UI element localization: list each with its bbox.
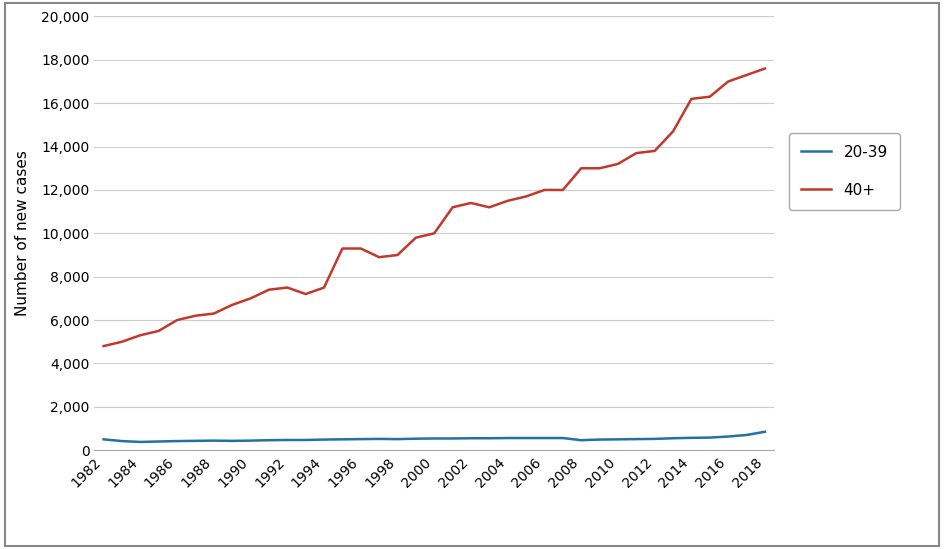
40+: [281, 284, 293, 291]
Line: 40+: 40+: [104, 69, 765, 346]
20-39: [281, 436, 293, 443]
40+: [116, 338, 127, 345]
40+: [374, 254, 385, 260]
40+: [300, 291, 312, 298]
40+: [244, 295, 256, 302]
20-39: [429, 435, 440, 442]
20-39: [98, 436, 110, 442]
20-39: [227, 438, 238, 444]
20-39: [520, 435, 531, 441]
20-39: [631, 436, 642, 442]
40+: [502, 198, 514, 204]
40+: [520, 193, 531, 200]
20-39: [576, 437, 587, 444]
40+: [685, 96, 697, 102]
40+: [613, 161, 624, 167]
40+: [153, 328, 164, 334]
20-39: [613, 436, 624, 442]
20-39: [355, 436, 366, 442]
Line: 20-39: 20-39: [104, 432, 765, 442]
20-39: [539, 435, 550, 441]
20-39: [135, 439, 146, 445]
20-39: [300, 436, 312, 443]
20-39: [244, 438, 256, 444]
20-39: [594, 436, 605, 443]
40+: [392, 251, 403, 258]
20-39: [722, 433, 733, 440]
20-39: [337, 436, 348, 442]
40+: [411, 234, 422, 241]
40+: [704, 93, 716, 100]
40+: [355, 245, 366, 252]
40+: [483, 204, 495, 211]
40+: [667, 128, 679, 135]
20-39: [741, 432, 752, 438]
40+: [447, 204, 458, 211]
20-39: [704, 434, 716, 441]
20-39: [190, 438, 201, 444]
40+: [649, 148, 661, 154]
40+: [631, 150, 642, 156]
20-39: [759, 428, 770, 435]
40+: [135, 332, 146, 339]
40+: [227, 301, 238, 308]
20-39: [667, 435, 679, 441]
20-39: [318, 436, 329, 443]
40+: [759, 65, 770, 72]
40+: [263, 287, 275, 293]
40+: [465, 200, 477, 206]
20-39: [685, 434, 697, 441]
40+: [172, 317, 183, 323]
20-39: [263, 437, 275, 444]
Y-axis label: Number of new cases: Number of new cases: [15, 150, 30, 316]
40+: [190, 312, 201, 319]
20-39: [465, 435, 477, 441]
20-39: [483, 435, 495, 441]
20-39: [172, 438, 183, 444]
40+: [539, 187, 550, 193]
40+: [429, 230, 440, 237]
20-39: [649, 435, 661, 442]
40+: [576, 165, 587, 171]
20-39: [447, 435, 458, 442]
40+: [208, 310, 219, 317]
20-39: [374, 435, 385, 442]
40+: [98, 343, 110, 349]
20-39: [411, 435, 422, 442]
20-39: [153, 438, 164, 445]
40+: [318, 284, 329, 291]
20-39: [116, 438, 127, 444]
40+: [557, 187, 568, 193]
40+: [741, 72, 752, 79]
Legend: 20-39, 40+: 20-39, 40+: [788, 132, 900, 210]
20-39: [557, 435, 568, 441]
20-39: [208, 438, 219, 444]
20-39: [392, 436, 403, 442]
20-39: [502, 435, 514, 441]
40+: [722, 78, 733, 85]
40+: [337, 245, 348, 252]
40+: [594, 165, 605, 171]
